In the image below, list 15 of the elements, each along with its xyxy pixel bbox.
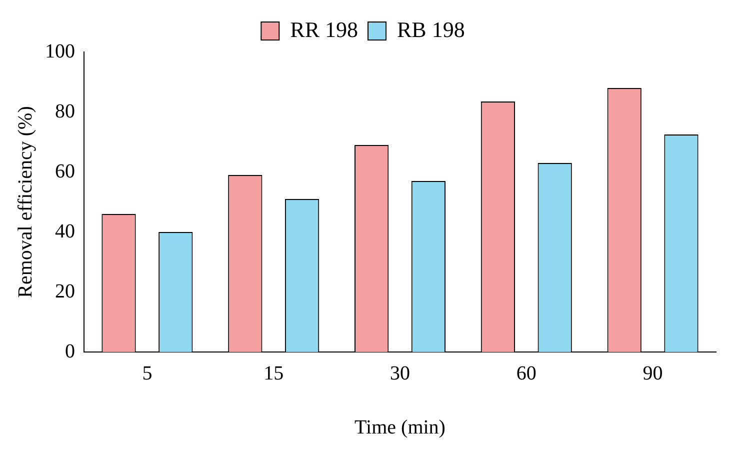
y-axis-title: Removal efficiency (%)	[14, 106, 36, 298]
legend-label: RB 198	[397, 16, 465, 42]
x-tick-label: 90	[642, 362, 663, 384]
y-tick-label: 0	[65, 340, 75, 362]
legend-label: RR 198	[290, 16, 358, 42]
y-tick-label: 100	[45, 40, 75, 62]
x-axis-title: Time (min)	[354, 416, 446, 438]
y-tick-label: 60	[55, 160, 75, 182]
y-tick-label: 40	[55, 220, 75, 242]
x-tick-label: 15	[264, 362, 284, 384]
x-tick-label: 5	[142, 362, 152, 384]
x-tick-label: 30	[390, 362, 410, 384]
x-tick-label: 60	[516, 362, 536, 384]
y-tick-label: 80	[55, 100, 75, 122]
y-tick-label: 20	[55, 280, 75, 302]
